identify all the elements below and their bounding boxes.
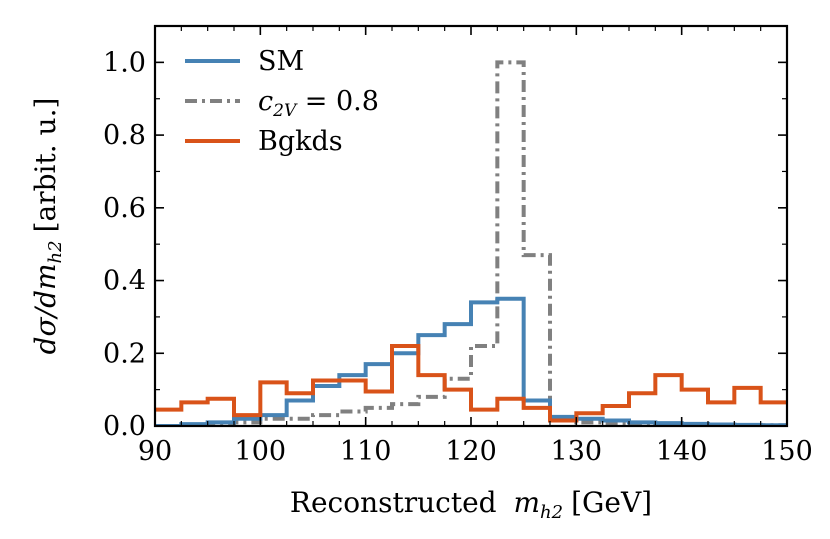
legend-label-c2v-rest: = 0.8 (296, 86, 379, 117)
plot-frame (153, 24, 789, 428)
x-tick-label: 150 (761, 436, 813, 467)
y-tick-label: 0.6 (103, 193, 146, 224)
y-tick-label: 0.4 (103, 266, 146, 297)
legend-label-c2v: c2V = 0.8 (258, 86, 379, 121)
x-tick-label: 130 (551, 436, 603, 467)
series-layer (155, 60, 787, 426)
series-line-c2v (155, 60, 787, 426)
x-tick-label: 140 (656, 436, 708, 467)
y-axis-title-unit: [arbit. u.] (29, 98, 62, 233)
x-tick-label: 110 (340, 436, 392, 467)
legend-label-bgkds: Bgkds (258, 126, 343, 157)
series-line-bgkds (155, 344, 787, 423)
x-axis-title-math: m (513, 486, 540, 519)
y-tick-label: 0.8 (103, 120, 146, 151)
y-tick-label: 0.2 (103, 338, 146, 369)
x-tick-label: 120 (445, 436, 497, 467)
y-tick-labels: 0.0 0.2 0.4 0.6 0.8 1.0 (103, 47, 146, 442)
x-tick-labels: 90 100 110 120 130 140 150 (138, 436, 813, 467)
x-tick-label: 100 (235, 436, 287, 467)
y-axis-title-math: dσ/dm (29, 263, 62, 354)
legend-label-sm: SM (258, 46, 304, 77)
x-tick-label: 90 (138, 436, 172, 467)
y-axis-title: dσ/dmh2 [arbit. u.] (29, 98, 66, 355)
y-axis-title-sub: h2 (45, 240, 66, 263)
x-axis-title-unit: [GeV] (571, 486, 652, 519)
legend-label-c2v-sub: 2V (272, 101, 298, 121)
x-axis-title: Reconstructed mh2 [GeV] (290, 486, 652, 523)
legend-label-c2v-math: c (258, 86, 273, 117)
y-tick-label: 1.0 (103, 47, 146, 78)
x-axis-title-sub: h2 (540, 502, 563, 523)
legend: SM c2V = 0.8 Bgkds (185, 46, 379, 157)
y-tick-label: 0.0 (103, 411, 146, 442)
x-axis-title-text: Reconstructed (290, 486, 497, 519)
